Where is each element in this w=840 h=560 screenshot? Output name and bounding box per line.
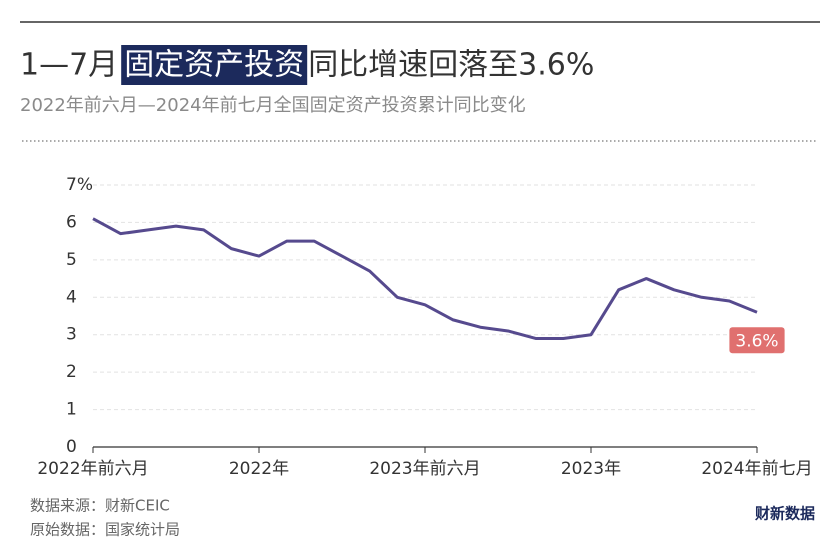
chart-title: 1—7月 (20, 48, 118, 83)
source: 数据来源：财新CEIC (30, 497, 170, 515)
chart-title: 固定资产投资 (124, 48, 304, 83)
x-tick-label: 2024年前七月 (701, 459, 812, 479)
y-tick-label: 4 (66, 287, 77, 307)
y-tick-label: 6 (66, 212, 77, 232)
y-tick-label: 7% (66, 175, 93, 195)
y-tick-label: 0 (66, 437, 77, 457)
x-tick-label: 2022年 (229, 459, 289, 479)
x-tick-label: 2023年前六月 (369, 459, 480, 479)
x-tick-label: 2022年前六月 (37, 459, 148, 479)
y-tick-label: 3 (66, 325, 77, 345)
chart-subtitle: 2022年前六月—2024年前七月全国固定资产投资累计同比变化 (20, 95, 526, 116)
chart-title: 同比增速回落至3.6% (308, 48, 594, 83)
source: 原始数据：国家统计局 (30, 521, 180, 539)
value-label-bg (729, 327, 785, 354)
data-line (92, 217, 758, 340)
y-tick-label: 1 (66, 400, 77, 420)
x-tick-label: 2023年 (561, 459, 621, 479)
logo: 财新数据 (755, 505, 815, 523)
title-highlight (121, 45, 308, 85)
y-tick-label: 2 (66, 362, 77, 382)
y-tick-label: 5 (66, 250, 77, 270)
value-label: 3.6% (735, 331, 778, 351)
